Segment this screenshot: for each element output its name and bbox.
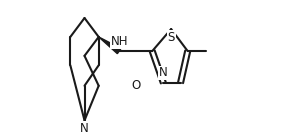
- Text: S: S: [168, 31, 175, 44]
- Text: N: N: [159, 66, 168, 80]
- Text: NH: NH: [110, 35, 128, 48]
- Text: O: O: [132, 80, 141, 92]
- Polygon shape: [99, 37, 121, 54]
- Text: N: N: [80, 122, 89, 135]
